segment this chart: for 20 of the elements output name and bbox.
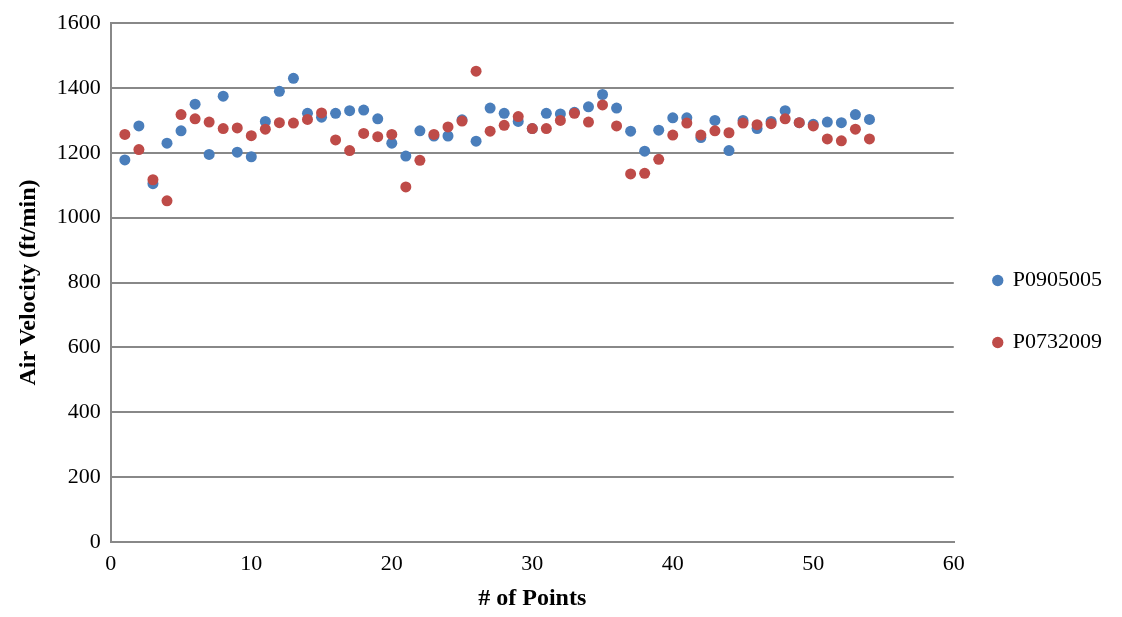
y-tick-label: 800: [67, 268, 101, 294]
legend-label: P0905005: [1012, 266, 1103, 292]
y-tick-label: 1600: [56, 8, 101, 34]
y-tick-label: 1200: [56, 138, 101, 164]
x-tick-label: 60: [942, 549, 965, 575]
x-tick-label: 20: [380, 549, 403, 575]
y-axis-title: Air Velocity (ft/min): [13, 179, 40, 386]
y-tick-label: 400: [67, 397, 101, 423]
x-tick-label: 30: [521, 549, 544, 575]
x-tick-label: 50: [802, 549, 825, 575]
legend-label: P0732009: [1012, 328, 1103, 354]
x-axis-title: # of Points: [478, 583, 587, 610]
y-tick-label: 600: [67, 333, 101, 359]
x-tick-label: 0: [105, 549, 117, 575]
y-tick-label: 1000: [56, 203, 101, 229]
y-tick-label: 200: [67, 462, 101, 488]
y-tick-label: 0: [89, 527, 101, 553]
y-tick-label: 1400: [56, 73, 101, 99]
x-tick-label: 40: [661, 549, 684, 575]
x-tick-label: 10: [240, 549, 263, 575]
